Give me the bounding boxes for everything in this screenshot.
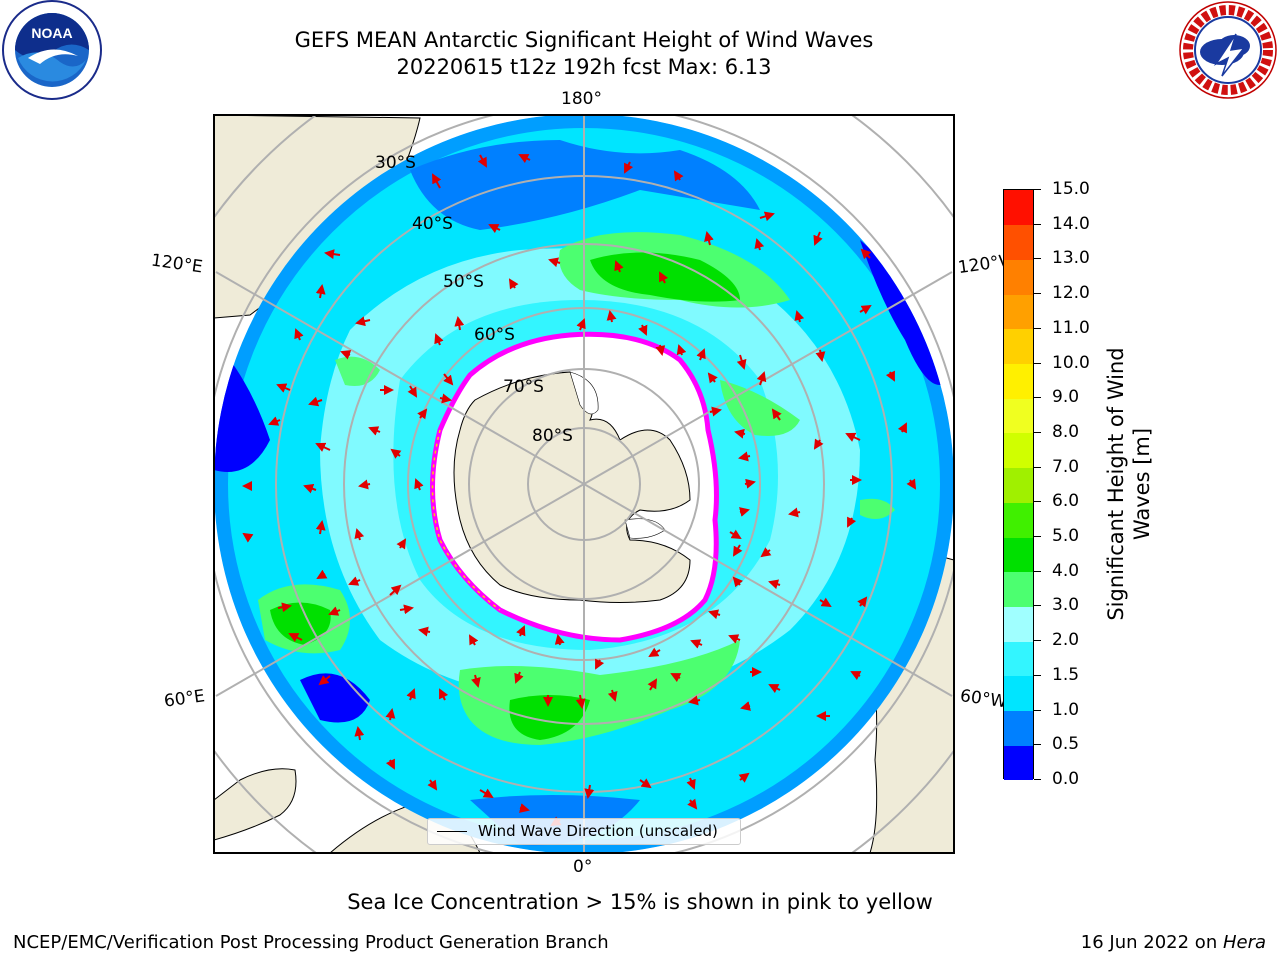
colorbar-segment — [1004, 641, 1033, 677]
title-line-1: GEFS MEAN Antarctic Significant Height o… — [294, 28, 874, 52]
colorbar-tick-label: 4.0 — [1052, 560, 1080, 581]
machine-name: Hera — [1222, 932, 1266, 953]
colorbar-tick-label: 8.0 — [1052, 421, 1080, 442]
lat-label-60: 60°S — [474, 325, 515, 345]
colorbar-tick-label: 13.0 — [1052, 248, 1090, 269]
colorbar-tick — [1034, 189, 1041, 190]
colorbar-tick — [1034, 744, 1041, 746]
date-text: 16 Jun 2022 on Hera — [1081, 932, 1266, 953]
low-waves-southwest — [300, 673, 370, 723]
colorbar-segment — [1004, 363, 1033, 399]
colorbar-segment — [1004, 675, 1033, 712]
map-frame — [213, 114, 955, 854]
colorbar-segment — [1004, 502, 1033, 538]
colorbar-tick — [1034, 570, 1041, 572]
colorbar-tick — [1034, 779, 1041, 780]
colorbar-tick-label: 5.0 — [1052, 526, 1080, 547]
colorbar-tick — [1034, 709, 1041, 711]
colorbar-title: Significant Height of Wind Waves [m] — [1104, 347, 1154, 621]
colorbar-tick — [1034, 223, 1041, 225]
colorbar-tick-label: 3.0 — [1052, 595, 1080, 616]
colorbar — [1003, 189, 1034, 781]
colorbar-tick-label: 15.0 — [1052, 179, 1090, 199]
colorbar-tick — [1034, 466, 1041, 468]
colorbar-tick — [1034, 431, 1041, 433]
colorbar-tick-label: 9.0 — [1052, 387, 1080, 408]
southern-africa-land — [214, 768, 297, 841]
colorbar-segment — [1004, 259, 1033, 295]
colorbar-segment — [1004, 328, 1033, 365]
sea-ice-note: Sea Ice Concentration > 15% is shown in … — [347, 890, 933, 914]
colorbar-segment — [1004, 398, 1033, 434]
colorbar-tick-label: 12.0 — [1052, 283, 1090, 304]
colorbar-tick-label: 11.0 — [1052, 317, 1090, 338]
colorbar-tick-label: 1.5 — [1052, 664, 1080, 685]
colorbar-tick — [1034, 258, 1041, 260]
noaa-logo: NOAA — [2, 0, 102, 100]
colorbar-tick — [1034, 397, 1041, 399]
lat-label-80: 80°S — [532, 426, 573, 446]
colorbar-segment — [1004, 294, 1033, 330]
colorbar-tick — [1034, 605, 1041, 607]
colorbar-tick-label: 0.5 — [1052, 734, 1080, 755]
lat-label-50: 50°S — [443, 272, 484, 292]
colorbar-segment — [1004, 710, 1033, 746]
colorbar-segment — [1004, 745, 1033, 781]
colorbar-tick — [1034, 293, 1041, 295]
nws-logo — [1179, 1, 1277, 99]
wind-wave-arrows — [242, 154, 917, 827]
colorbar-tick-label: 10.0 — [1052, 352, 1090, 373]
colorbar-tick — [1034, 362, 1041, 364]
colorbar-tick-label: 2.0 — [1052, 630, 1080, 651]
colorbar-tick-label: 0.0 — [1052, 769, 1080, 789]
colorbar-tick-label: 14.0 — [1052, 213, 1090, 234]
colorbar-tick — [1034, 327, 1041, 329]
colorbar-tick-label: 6.0 — [1052, 491, 1080, 512]
colorbar-segment — [1004, 537, 1033, 573]
antarctica-land — [453, 371, 691, 603]
colorbar-segment — [1004, 190, 1033, 226]
legend-line-icon — [437, 831, 467, 832]
lon-label-0: 0° — [573, 857, 593, 877]
chart-title: GEFS MEAN Antarctic Significant Height o… — [295, 27, 874, 81]
colorbar-tick — [1034, 674, 1041, 676]
colorbar-segment — [1004, 606, 1033, 642]
lat-label-30: 30°S — [375, 153, 416, 173]
noaa-logo-text: NOAA — [31, 25, 72, 41]
high-waves-south-core — [509, 695, 590, 740]
lat-label-40: 40°S — [412, 214, 453, 234]
high-waves-east-2 — [860, 498, 895, 519]
colorbar-segment — [1004, 467, 1033, 503]
colorbar-segment — [1004, 432, 1033, 469]
lon-label-180: 180° — [561, 89, 602, 109]
colorbar-tick-label: 7.0 — [1052, 456, 1080, 477]
graticule — [214, 115, 954, 853]
credit-text: NCEP/EMC/Verification Post Processing Pr… — [13, 932, 609, 953]
colorbar-segment — [1004, 571, 1033, 607]
map-legend: Wind Wave Direction (unscaled) — [427, 818, 741, 845]
colorbar-tick — [1034, 501, 1041, 503]
low-waves-east — [860, 240, 950, 385]
colorbar-tick — [1034, 536, 1041, 538]
colorbar-tick — [1034, 640, 1041, 642]
date-value: 16 Jun 2022 on — [1080, 932, 1223, 953]
lat-label-70: 70°S — [503, 377, 544, 397]
legend-label: Wind Wave Direction (unscaled) — [478, 822, 718, 840]
title-line-2: 20220615 t12z 192h fcst Max: 6.13 — [396, 55, 772, 79]
colorbar-tick-label: 1.0 — [1052, 699, 1080, 720]
colorbar-segment — [1004, 224, 1033, 260]
